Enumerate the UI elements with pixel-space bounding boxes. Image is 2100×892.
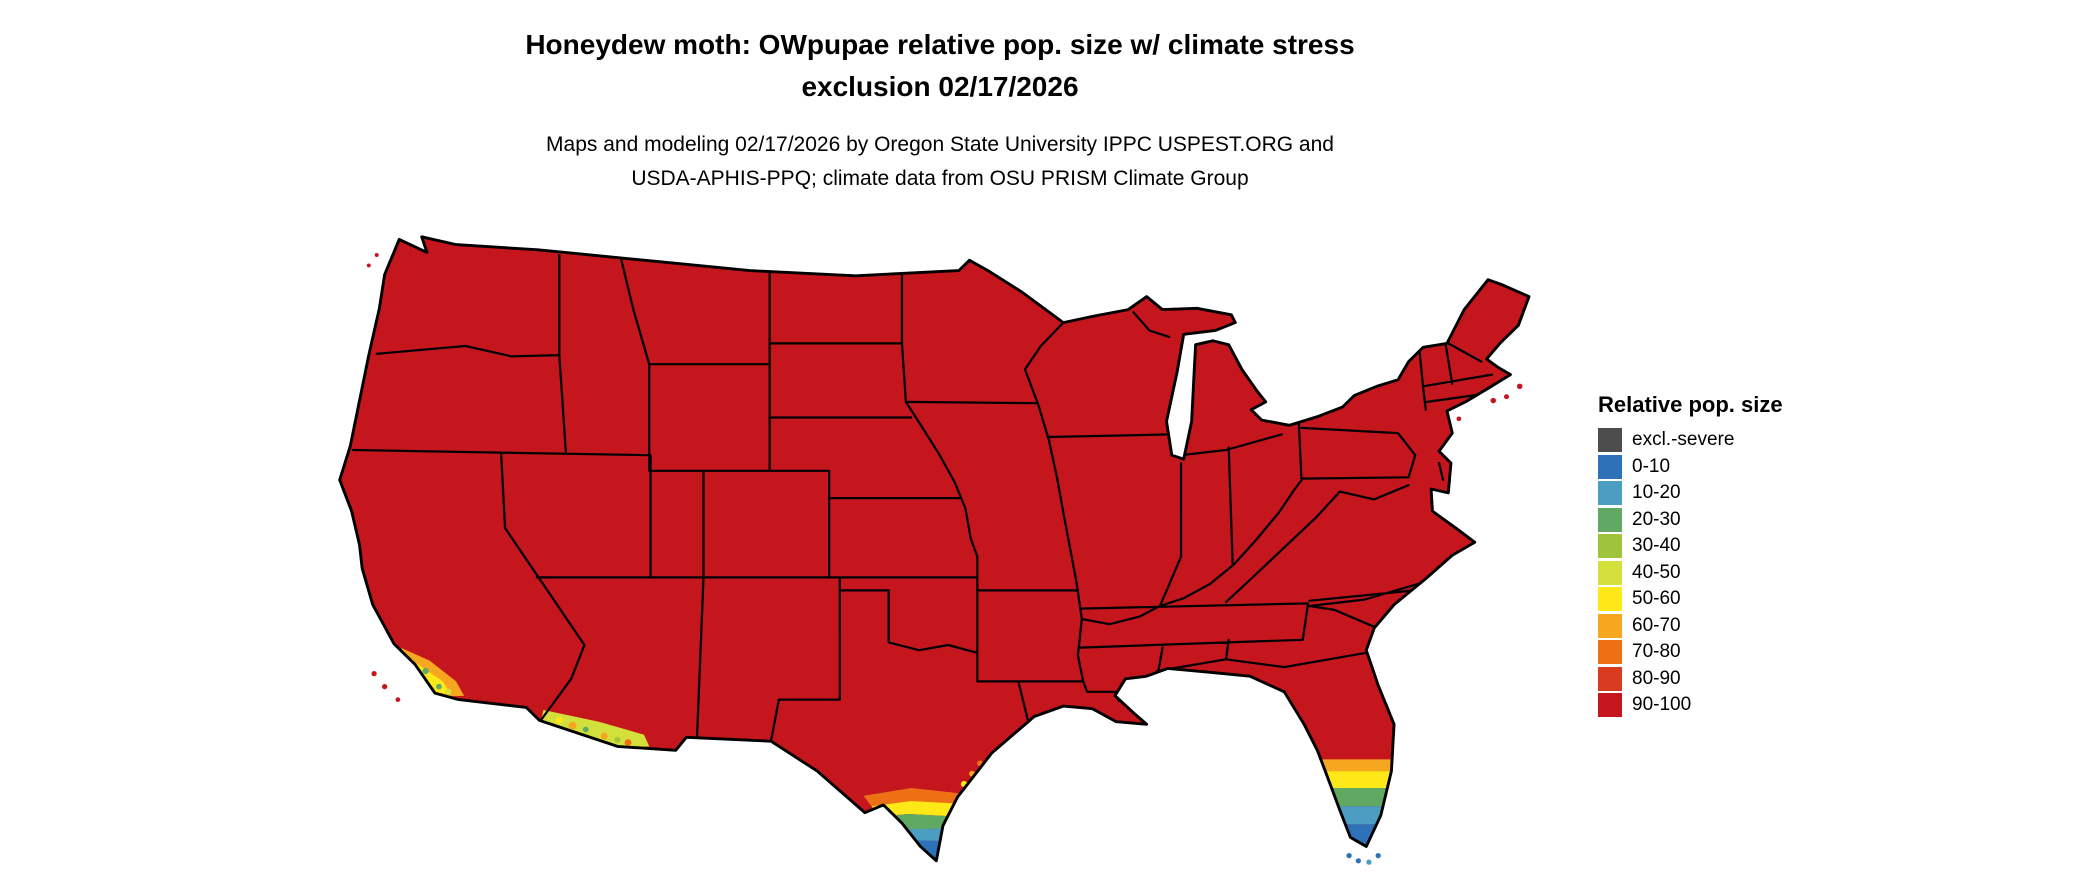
legend-title: Relative pop. size — [1598, 392, 1783, 417]
figure-subtitle: Maps and modeling 02/17/2026 by Oregon S… — [240, 128, 1640, 196]
us-map-container — [300, 216, 1570, 892]
legend-label: 70-80 — [1632, 641, 1681, 662]
legend-label: 10-20 — [1632, 482, 1681, 503]
legend-item-0-10: 0-10 — [1598, 454, 1783, 479]
legend-label: 60-70 — [1632, 614, 1681, 636]
legend-label: 90-100 — [1632, 694, 1692, 715]
legend-item-excl.-severe: excl.-severe — [1598, 428, 1783, 452]
us-map — [338, 235, 1531, 865]
figure-subtitle-line2: USDA-APHIS-PPQ; climate data from OSU PR… — [631, 167, 1249, 190]
legend-item-20-30: 20-30 — [1598, 507, 1783, 532]
legend-swatch — [1598, 560, 1622, 585]
us-outline — [338, 235, 1531, 863]
figure-subtitle-line1: Maps and modeling 02/17/2026 by Oregon S… — [546, 133, 1334, 156]
legend-item-70-80: 70-80 — [1598, 640, 1783, 664]
legend-swatch — [1598, 613, 1622, 638]
state-borders — [351, 253, 1494, 743]
legend-rows: excl.-severe 0-10 10-20 20-30 30-40 40-50 50-6… — [1598, 428, 1783, 717]
legend-item-90-100: 90-100 — [1598, 693, 1783, 717]
legend-swatch — [1598, 693, 1622, 717]
legend-label: excl.-severe — [1632, 429, 1735, 450]
legend-item-10-20: 10-20 — [1598, 481, 1783, 505]
legend-swatch — [1598, 428, 1622, 452]
legend-label: 50-60 — [1632, 588, 1681, 609]
figure-title-line1: Honeydew moth: OWpupae relative pop. siz… — [525, 29, 1355, 60]
legend: Relative pop. size excl.-severe 0-10 10-20… — [1598, 392, 1783, 720]
legend-swatch — [1598, 507, 1622, 532]
legend-swatch — [1598, 481, 1622, 505]
legend-label: 80-90 — [1632, 667, 1681, 689]
legend-label: 20-30 — [1632, 508, 1681, 530]
legend-swatch — [1598, 454, 1622, 479]
legend-swatch — [1598, 640, 1622, 664]
legend-item-30-40: 30-40 — [1598, 534, 1783, 558]
legend-item-40-50: 40-50 — [1598, 560, 1783, 585]
legend-item-50-60: 50-60 — [1598, 587, 1783, 611]
legend-swatch — [1598, 587, 1622, 611]
legend-label: 40-50 — [1632, 561, 1681, 583]
legend-swatch — [1598, 666, 1622, 691]
legend-label: 30-40 — [1632, 535, 1681, 556]
legend-item-60-70: 60-70 — [1598, 613, 1783, 638]
legend-swatch — [1598, 534, 1622, 558]
legend-item-80-90: 80-90 — [1598, 666, 1783, 691]
figure-header: Honeydew moth: OWpupae relative pop. siz… — [240, 24, 1640, 196]
offshore-islands — [366, 253, 1523, 865]
figure-title-line2: exclusion 02/17/2026 — [801, 71, 1079, 102]
legend-label: 0-10 — [1632, 455, 1671, 477]
low-pop-overlay-arizona — [540, 710, 650, 749]
us-landmass — [339, 236, 1529, 861]
